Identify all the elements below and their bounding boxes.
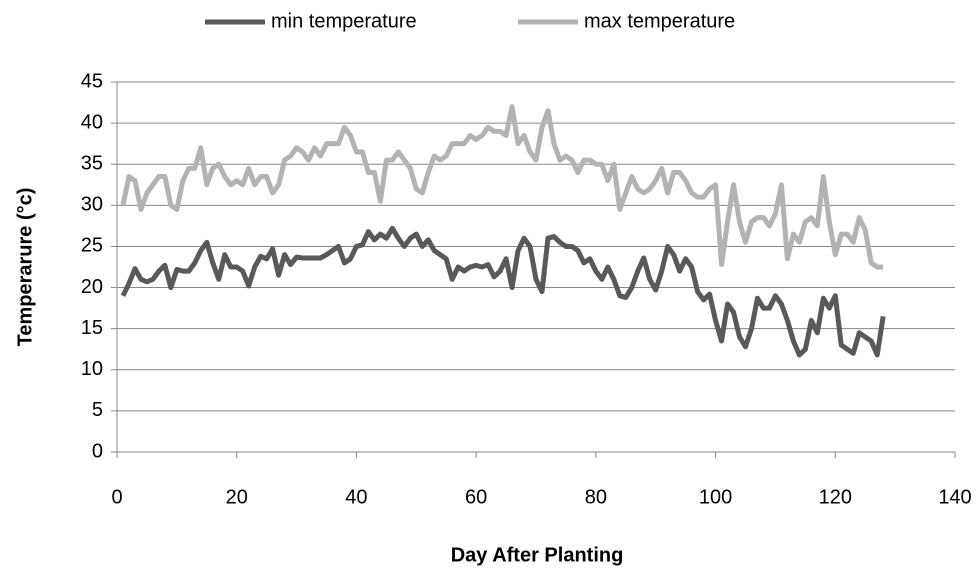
y-tick-label: 40 [81,111,103,133]
x-tick-label: 140 [938,486,971,508]
y-tick-label: 30 [81,194,103,216]
x-tick-label: 60 [465,486,487,508]
x-tick-label: 40 [345,486,367,508]
y-tick-label: 35 [81,153,103,175]
x-tick-label: 0 [111,486,122,508]
y-tick-label: 15 [81,317,103,339]
x-tick-label: 120 [819,486,852,508]
series-line [120,225,886,358]
y-tick-label: 45 [81,70,103,92]
series-line [120,104,884,270]
legend-label: min temperature [271,10,417,32]
y-tick-label: 5 [92,399,103,421]
y-tick-label: 10 [81,358,103,380]
x-tick-label: 100 [699,486,732,508]
y-tick-label: 0 [92,440,103,462]
x-axis-label: Day After Planting [451,544,624,566]
legend-label: max temperature [584,10,735,32]
y-tick-label: 25 [81,235,103,257]
x-tick-label: 20 [226,486,248,508]
x-tick-label: 80 [585,486,607,508]
y-tick-label: 20 [81,276,103,298]
y-axis-label: Temperarure (°c) [14,188,36,347]
